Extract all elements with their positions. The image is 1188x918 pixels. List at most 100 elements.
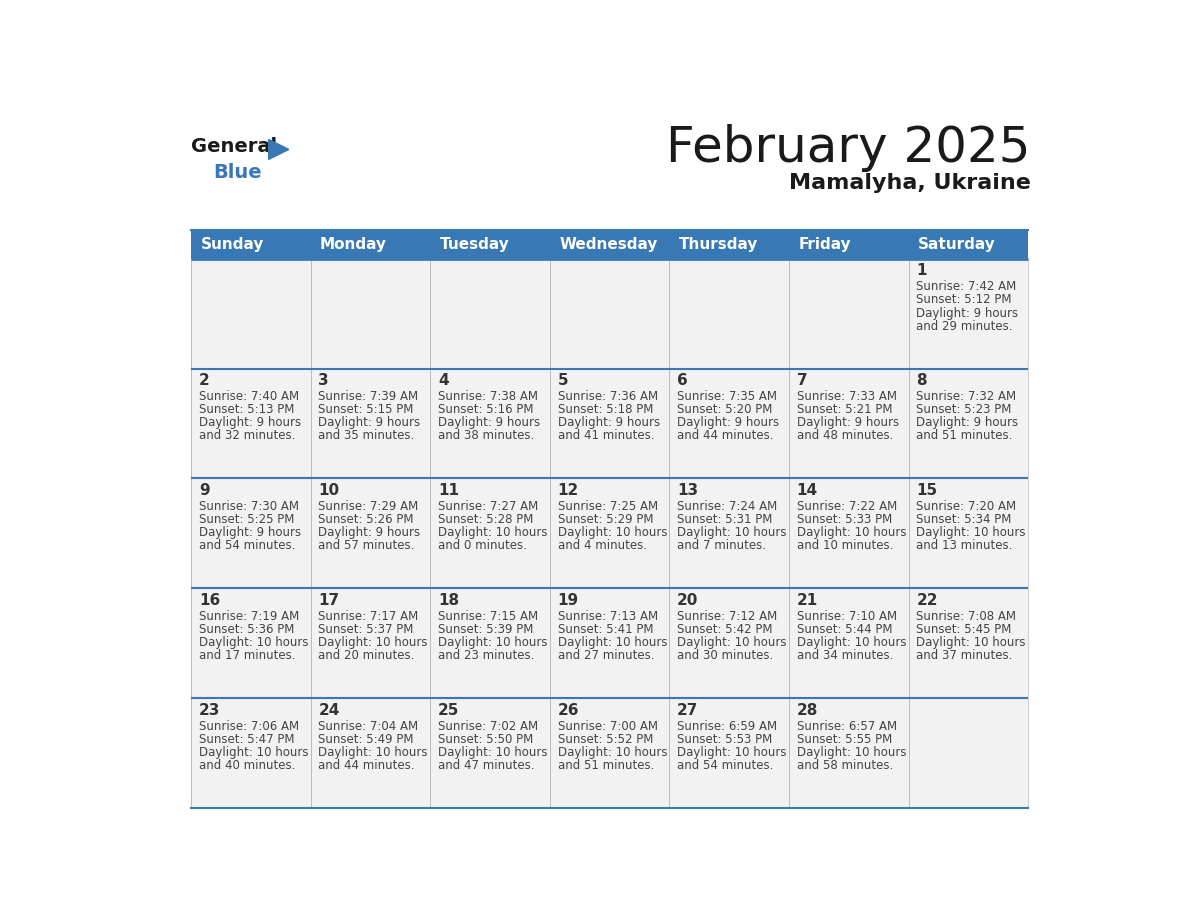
Text: Sunrise: 7:00 AM: Sunrise: 7:00 AM <box>557 720 658 733</box>
Text: 24: 24 <box>318 702 340 718</box>
Text: Daylight: 10 hours: Daylight: 10 hours <box>318 636 428 649</box>
Bar <box>789 368 909 478</box>
Text: Sunset: 5:31 PM: Sunset: 5:31 PM <box>677 513 772 526</box>
Bar <box>430 368 550 478</box>
Text: Saturday: Saturday <box>918 237 996 252</box>
Text: and 44 minutes.: and 44 minutes. <box>677 430 773 442</box>
Bar <box>311 368 430 478</box>
Text: Daylight: 10 hours: Daylight: 10 hours <box>438 526 548 539</box>
Text: and 0 minutes.: and 0 minutes. <box>438 539 527 553</box>
Text: Sunset: 5:20 PM: Sunset: 5:20 PM <box>677 403 772 416</box>
Text: Daylight: 10 hours: Daylight: 10 hours <box>916 636 1025 649</box>
Text: Sunset: 5:39 PM: Sunset: 5:39 PM <box>438 622 533 636</box>
Text: and 51 minutes.: and 51 minutes. <box>916 430 1012 442</box>
Text: Sunset: 5:42 PM: Sunset: 5:42 PM <box>677 622 772 636</box>
Text: 9: 9 <box>198 483 209 498</box>
Text: Sunrise: 7:35 AM: Sunrise: 7:35 AM <box>677 390 777 403</box>
Text: and 10 minutes.: and 10 minutes. <box>797 539 893 553</box>
Text: Sunset: 5:12 PM: Sunset: 5:12 PM <box>916 294 1012 307</box>
Text: Sunrise: 7:12 AM: Sunrise: 7:12 AM <box>677 610 777 622</box>
Text: 22: 22 <box>916 593 937 608</box>
Text: Daylight: 10 hours: Daylight: 10 hours <box>797 745 906 758</box>
Text: and 23 minutes.: and 23 minutes. <box>438 649 535 662</box>
Text: Daylight: 9 hours: Daylight: 9 hours <box>797 416 899 430</box>
Bar <box>909 368 1028 478</box>
Text: Sunrise: 7:04 AM: Sunrise: 7:04 AM <box>318 720 418 733</box>
Text: Daylight: 10 hours: Daylight: 10 hours <box>557 636 668 649</box>
Text: Sunrise: 7:20 AM: Sunrise: 7:20 AM <box>916 500 1017 513</box>
Text: 11: 11 <box>438 483 459 498</box>
Text: and 37 minutes.: and 37 minutes. <box>916 649 1012 662</box>
Text: Daylight: 9 hours: Daylight: 9 hours <box>916 307 1018 319</box>
Text: Sunset: 5:50 PM: Sunset: 5:50 PM <box>438 733 533 745</box>
Bar <box>789 259 909 368</box>
Text: Daylight: 9 hours: Daylight: 9 hours <box>916 416 1018 430</box>
Text: and 17 minutes.: and 17 minutes. <box>198 649 296 662</box>
Text: Sunrise: 7:17 AM: Sunrise: 7:17 AM <box>318 610 418 622</box>
Text: Sunset: 5:21 PM: Sunset: 5:21 PM <box>797 403 892 416</box>
Text: Sunrise: 7:42 AM: Sunrise: 7:42 AM <box>916 280 1017 294</box>
Text: 20: 20 <box>677 593 699 608</box>
Text: Daylight: 9 hours: Daylight: 9 hours <box>318 416 421 430</box>
Text: 18: 18 <box>438 593 459 608</box>
Bar <box>191 368 311 478</box>
Bar <box>430 698 550 808</box>
Text: and 27 minutes.: and 27 minutes. <box>557 649 655 662</box>
Text: Sunrise: 7:29 AM: Sunrise: 7:29 AM <box>318 500 418 513</box>
Bar <box>550 478 669 588</box>
Text: Sunset: 5:45 PM: Sunset: 5:45 PM <box>916 622 1012 636</box>
Text: Sunrise: 7:06 AM: Sunrise: 7:06 AM <box>198 720 299 733</box>
Text: 1: 1 <box>916 263 927 278</box>
Bar <box>311 698 430 808</box>
Text: Daylight: 10 hours: Daylight: 10 hours <box>797 636 906 649</box>
Text: and 34 minutes.: and 34 minutes. <box>797 649 893 662</box>
Text: Daylight: 9 hours: Daylight: 9 hours <box>557 416 659 430</box>
Text: Monday: Monday <box>320 237 387 252</box>
Text: Sunrise: 7:33 AM: Sunrise: 7:33 AM <box>797 390 897 403</box>
Text: Daylight: 10 hours: Daylight: 10 hours <box>916 526 1025 539</box>
Polygon shape <box>268 140 289 160</box>
Text: Daylight: 10 hours: Daylight: 10 hours <box>198 745 309 758</box>
Text: Sunrise: 6:59 AM: Sunrise: 6:59 AM <box>677 720 777 733</box>
Text: and 20 minutes.: and 20 minutes. <box>318 649 415 662</box>
Text: 13: 13 <box>677 483 699 498</box>
Text: and 58 minutes.: and 58 minutes. <box>797 759 893 772</box>
Text: 5: 5 <box>557 374 568 388</box>
Text: 19: 19 <box>557 593 579 608</box>
Text: Sunset: 5:52 PM: Sunset: 5:52 PM <box>557 733 653 745</box>
Text: Daylight: 10 hours: Daylight: 10 hours <box>438 745 548 758</box>
Text: February 2025: February 2025 <box>666 124 1030 172</box>
Bar <box>550 368 669 478</box>
Text: Sunset: 5:36 PM: Sunset: 5:36 PM <box>198 622 295 636</box>
Text: Daylight: 10 hours: Daylight: 10 hours <box>797 526 906 539</box>
Text: Daylight: 10 hours: Daylight: 10 hours <box>318 745 428 758</box>
Text: Sunrise: 7:10 AM: Sunrise: 7:10 AM <box>797 610 897 622</box>
Text: Daylight: 9 hours: Daylight: 9 hours <box>198 416 301 430</box>
Text: and 4 minutes.: and 4 minutes. <box>557 539 646 553</box>
Text: Sunset: 5:25 PM: Sunset: 5:25 PM <box>198 513 295 526</box>
Bar <box>909 259 1028 368</box>
Text: Sunset: 5:23 PM: Sunset: 5:23 PM <box>916 403 1012 416</box>
Text: Sunset: 5:18 PM: Sunset: 5:18 PM <box>557 403 653 416</box>
Bar <box>909 588 1028 698</box>
Bar <box>430 259 550 368</box>
Text: 26: 26 <box>557 702 579 718</box>
Text: and 7 minutes.: and 7 minutes. <box>677 539 766 553</box>
Text: and 48 minutes.: and 48 minutes. <box>797 430 893 442</box>
Text: and 51 minutes.: and 51 minutes. <box>557 759 653 772</box>
Bar <box>669 478 789 588</box>
Text: 27: 27 <box>677 702 699 718</box>
Text: Sunset: 5:28 PM: Sunset: 5:28 PM <box>438 513 533 526</box>
Text: Sunrise: 7:38 AM: Sunrise: 7:38 AM <box>438 390 538 403</box>
Text: 23: 23 <box>198 702 220 718</box>
Text: and 13 minutes.: and 13 minutes. <box>916 539 1012 553</box>
Text: Sunset: 5:34 PM: Sunset: 5:34 PM <box>916 513 1012 526</box>
Text: Sunset: 5:26 PM: Sunset: 5:26 PM <box>318 513 413 526</box>
Text: 21: 21 <box>797 593 819 608</box>
Text: 2: 2 <box>198 374 209 388</box>
Text: Sunrise: 7:25 AM: Sunrise: 7:25 AM <box>557 500 658 513</box>
Text: 10: 10 <box>318 483 340 498</box>
Text: Sunset: 5:49 PM: Sunset: 5:49 PM <box>318 733 413 745</box>
Bar <box>669 698 789 808</box>
Text: Mamalyha, Ukraine: Mamalyha, Ukraine <box>789 174 1030 194</box>
